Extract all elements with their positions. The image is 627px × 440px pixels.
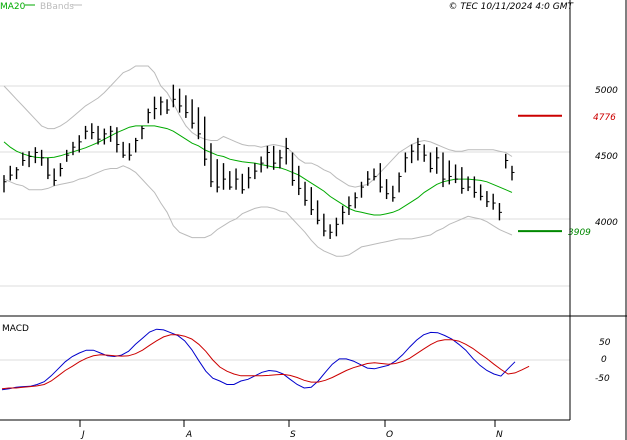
ma-layer [3, 125, 513, 216]
x-tick-label-august: A [185, 430, 192, 440]
macd-title: MACD [2, 324, 29, 334]
support-level-label: 3909 [568, 228, 591, 238]
macd-lines-layer [1, 328, 530, 391]
price-levels-layer: 4776 3909 [518, 113, 616, 238]
macd-tick-label-50: 50 [599, 338, 611, 348]
ma20-line [3, 125, 513, 216]
macd-tick-label-0: 0 [601, 355, 607, 365]
x-tick-label-september: S [290, 430, 296, 440]
x-axis: J A S O N [79, 420, 503, 440]
price-bars-layer [3, 84, 515, 239]
bband-upper-line [3, 65, 513, 188]
resistance-level-label: 4776 [593, 113, 616, 123]
price-tick-label-4000: 4000 [595, 218, 618, 228]
macd-line [1, 328, 516, 391]
price-tick-label-4500: 4500 [595, 152, 618, 162]
price-tick-label-5000: 5000 [595, 86, 618, 96]
ma-legend-label: MA20 [0, 2, 26, 12]
x-tick-label-november: N [496, 430, 503, 440]
macd-panel: MACD 50 0 -50 [0, 324, 611, 391]
bband-lower-line [3, 165, 513, 257]
bbands-layer [3, 65, 513, 257]
bb-legend-label: BBands [40, 2, 74, 12]
x-tick-label-october: O [386, 430, 393, 440]
macd-tick-label-minus50: -50 [595, 374, 610, 384]
price-panel: 5000 4500 4000 4776 3909 [0, 65, 618, 287]
signal-line [1, 334, 530, 390]
x-tick-label-july: J [80, 430, 85, 440]
copyright-text: © TEC 10/11/2024 4:0 GMT [448, 2, 574, 12]
